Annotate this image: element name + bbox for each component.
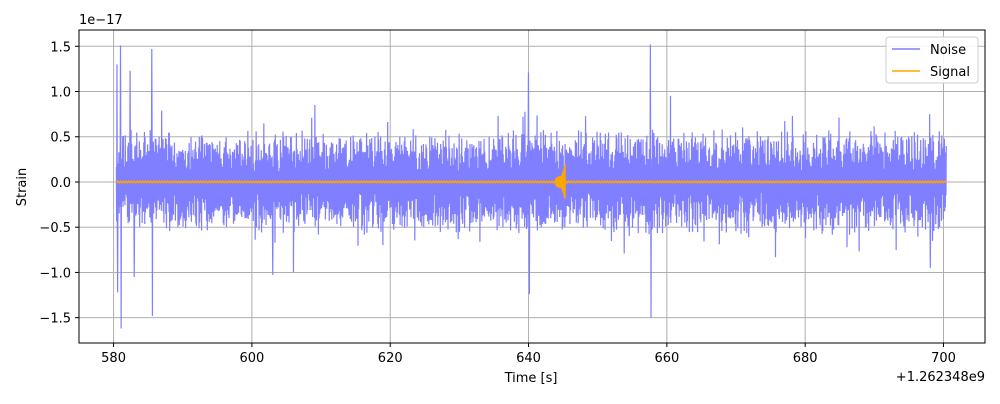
- legend-label-signal: Signal: [930, 65, 970, 80]
- x-offset-label: +1.262348e9: [896, 370, 985, 385]
- y-tick-label: 0.5: [50, 131, 71, 146]
- y-tick-label: −1.5: [39, 312, 71, 327]
- x-tick-label: 700: [931, 351, 956, 366]
- x-tick-label: 600: [239, 351, 264, 366]
- y-tick-label: −0.5: [39, 221, 71, 236]
- y-scale-label: 1e−17: [79, 13, 123, 28]
- series-signal-chirp: [554, 164, 567, 199]
- plot-area: [115, 44, 947, 329]
- legend-label-noise: Noise: [930, 43, 966, 58]
- signal-chirp-merger: [554, 175, 567, 188]
- plot-frame: [78, 29, 986, 344]
- series-signal-line: [115, 180, 947, 184]
- x-tick-label: 660: [654, 351, 679, 366]
- x-tick-label: 620: [378, 351, 403, 366]
- y-tick-label: −1.0: [39, 266, 71, 281]
- x-tick-label: 680: [793, 351, 818, 366]
- series-noise-line: [115, 44, 947, 329]
- y-tick-label: 0.0: [50, 176, 71, 191]
- x-axis-label: Time [s]: [504, 371, 558, 386]
- y-tick-label: 1.5: [50, 40, 71, 55]
- x-tick-label: 640: [516, 351, 541, 366]
- y-axis-ticks: −1.5 −1.0 −0.5 0.0 0.5 1.0 1.5: [39, 40, 79, 327]
- x-tick-label: 580: [101, 351, 126, 366]
- legend: Noise Signal: [885, 36, 979, 84]
- y-tick-label: 1.0: [50, 86, 71, 101]
- x-axis-ticks: 580 600 620 640 660 680 700: [101, 343, 956, 366]
- y-axis-label: Strain: [15, 168, 30, 207]
